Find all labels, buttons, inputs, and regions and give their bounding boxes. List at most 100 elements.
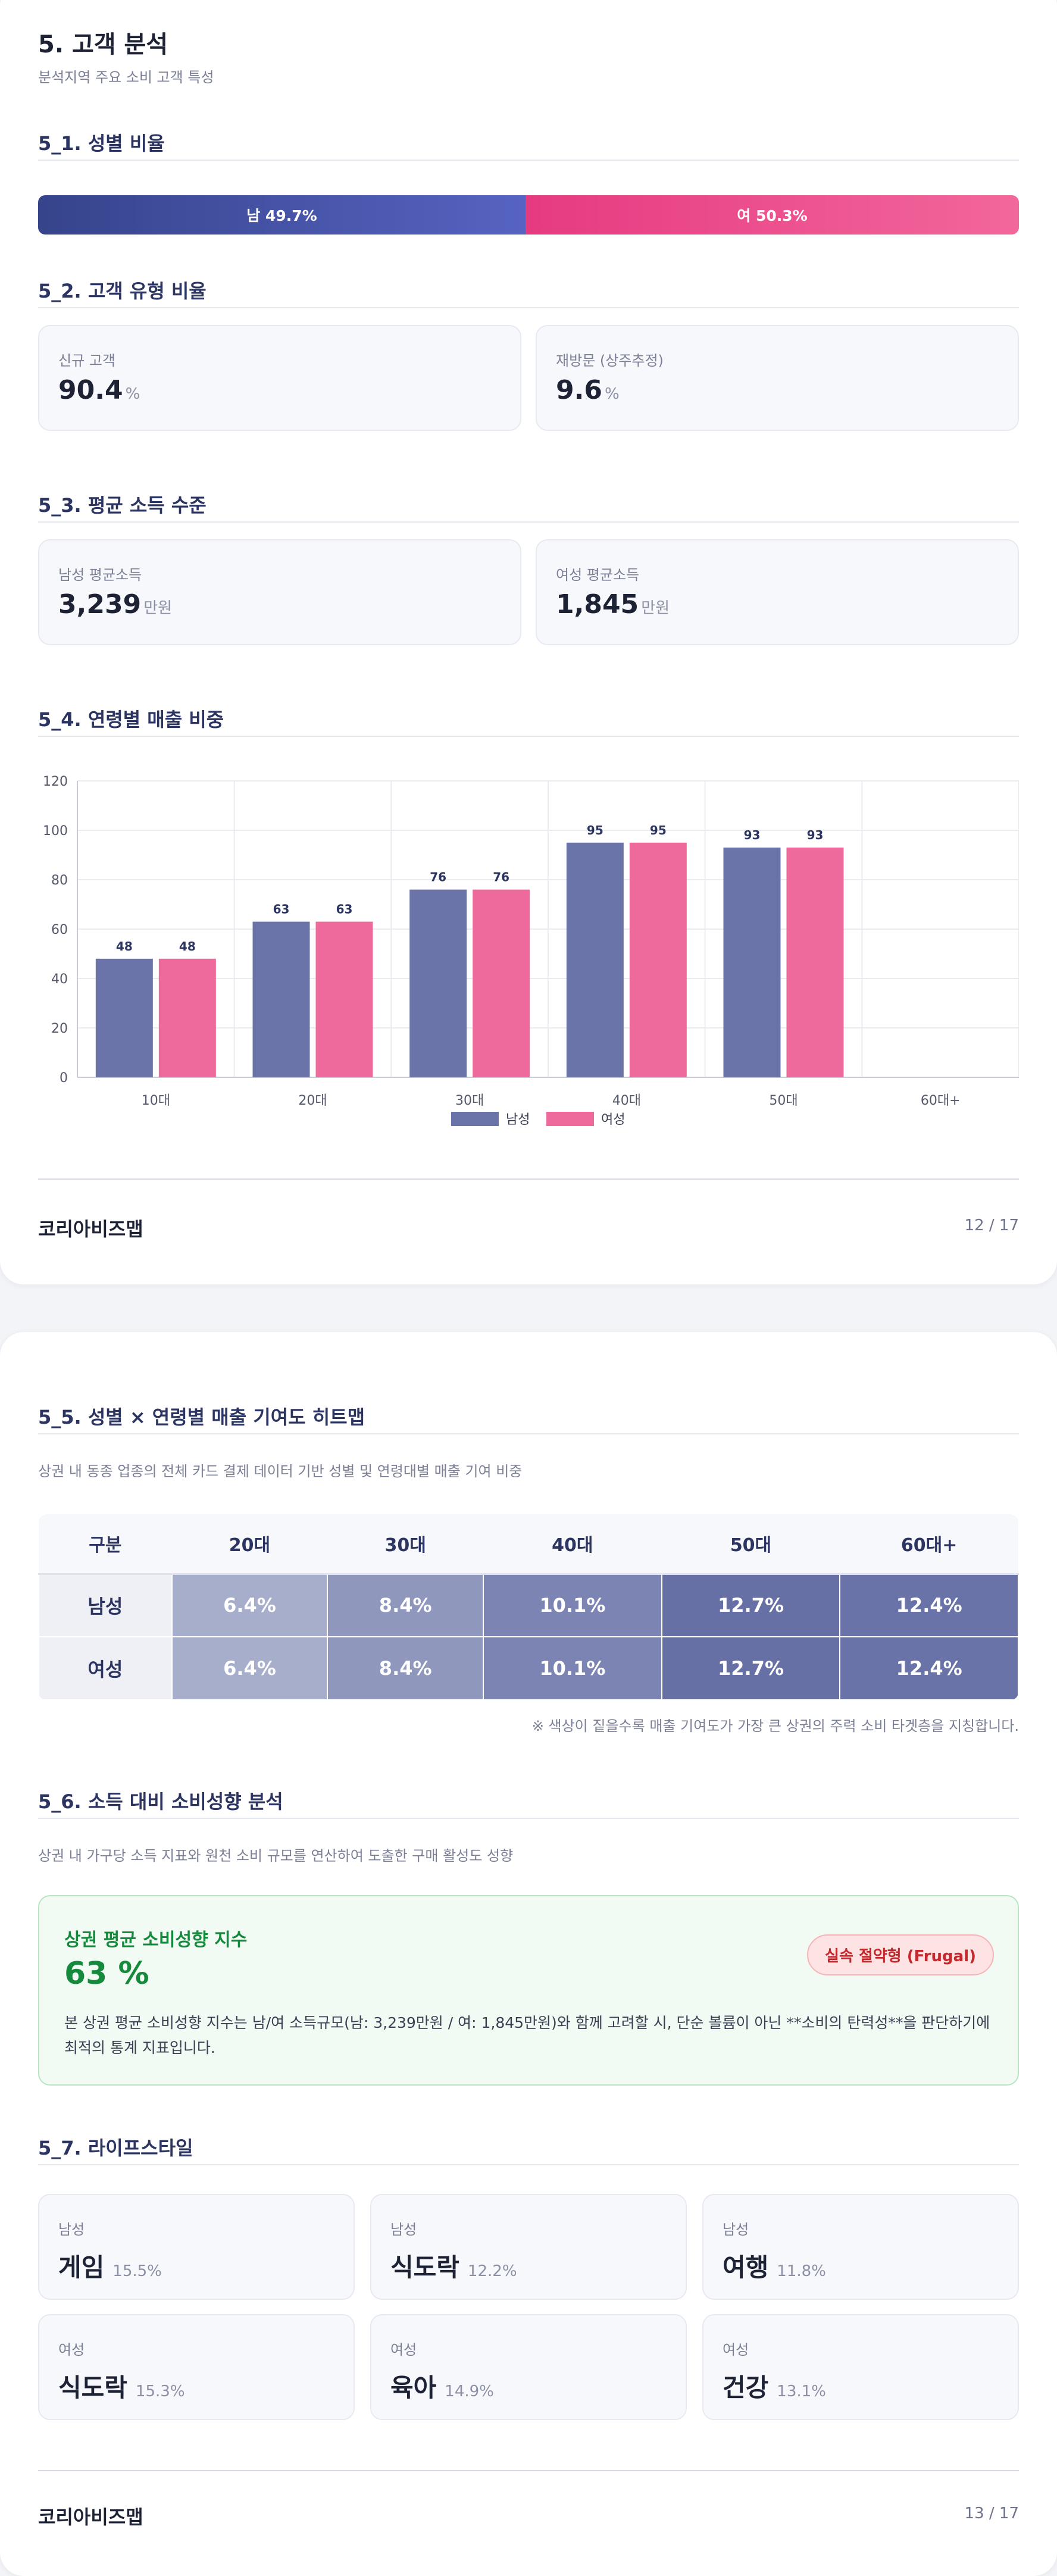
section-divider: [38, 521, 1019, 523]
consumption-description: 상권 내 가구당 소득 지표와 원천 소비 규모를 연산하여 도출한 구매 활성…: [38, 1847, 514, 1864]
report-page-12: 5. 고객 분석 분석지역 주요 소비 고객 특성 5_1. 성별 비율 남 4…: [0, 0, 1057, 1284]
bar-female: [786, 848, 844, 1077]
y-tick-label: 100: [43, 824, 68, 839]
lifestyle-name: 식도락 15.3%: [58, 2368, 185, 2404]
lifestyle-name: 육아 14.9%: [390, 2368, 494, 2404]
lifestyle-percent: 15.3%: [135, 2383, 185, 2400]
y-tick-label: 20: [51, 1021, 68, 1036]
heatmap-cell: 8.4%: [327, 1573, 484, 1637]
section-divider: [38, 2164, 1019, 2165]
male-income-card: 남성 평균소득 3,239 만원: [38, 539, 521, 645]
header-cell: 50대: [661, 1514, 840, 1575]
heatmap-cell: 6.4%: [171, 1636, 329, 1700]
legend-swatch: [546, 1112, 594, 1126]
report-page-13: 5_5. 성별 × 연령별 매출 기여도 히트맵 상권 내 동종 업종의 전체 …: [0, 1332, 1057, 2576]
page-content: 5_5. 성별 × 연령별 매출 기여도 히트맵 상권 내 동종 업종의 전체 …: [38, 1332, 1019, 2558]
x-tick-label: 60대+: [921, 1093, 961, 1108]
legend-label: 여성: [601, 1112, 625, 1127]
header-cell: 40대: [483, 1514, 662, 1575]
section-divider: [38, 1818, 1019, 1819]
lifestyle-percent: 13.1%: [777, 2383, 826, 2400]
legend-swatch: [451, 1112, 499, 1126]
header-cell: 30대: [327, 1514, 484, 1575]
male-income-label: 남성 평균소득: [58, 567, 142, 583]
revisit-customer-label: 재방문 (상주추정): [556, 352, 664, 369]
female-income-value: 1,845 만원: [556, 589, 670, 620]
section-title-heatmap: 5_5. 성별 × 연령별 매출 기여도 히트맵: [38, 1406, 365, 1428]
lifestyle-card: 여성 육아 14.9%: [370, 2314, 687, 2420]
heatmap-cell: 12.4%: [839, 1636, 1019, 1700]
lifestyle-gender: 여성: [58, 2341, 85, 2358]
section-divider: [38, 307, 1019, 308]
bar-value-label: 76: [430, 870, 446, 884]
header-cell: 20대: [171, 1514, 328, 1575]
section-divider: [38, 736, 1019, 737]
footer-brand: 코리아비즈맵: [38, 2506, 143, 2528]
unit: 만원: [641, 599, 670, 617]
section-title-consumption: 5_6. 소득 대비 소비성향 분석: [38, 1790, 283, 1813]
page-number: 13 / 17: [964, 2505, 1019, 2522]
bar-value-label: 93: [744, 828, 761, 842]
bar-value-label: 63: [273, 902, 290, 917]
male-income-value: 3,239 만원: [58, 589, 172, 620]
bar-female: [629, 842, 687, 1077]
bar-value-label: 95: [587, 823, 603, 837]
footer-brand: 코리아비즈맵: [38, 1218, 143, 1240]
male-share-segment: 남 49.7%: [38, 195, 526, 235]
bar-value-label: 76: [493, 870, 509, 884]
new-customer-label: 신규 고객: [58, 352, 115, 369]
bar-value-label: 48: [179, 939, 196, 954]
lifestyle-category: 식도락: [58, 2373, 127, 2402]
bar-value-label: 63: [336, 902, 353, 917]
section-divider: [38, 1433, 1019, 1434]
heatmap-table: 구분 20대 30대 40대 50대 60대+ 남성 6.4% 8.4% 10.…: [38, 1514, 1019, 1700]
lifestyle-category: 건강: [723, 2373, 769, 2402]
revisit-customer-number: 9.6: [556, 375, 602, 405]
new-customer-value: 90.4%: [58, 375, 140, 405]
unit: %: [604, 385, 620, 403]
header-cell: 구분: [39, 1514, 172, 1575]
footer-divider: [38, 2470, 1019, 2471]
bar-value-label: 95: [650, 823, 667, 837]
page-number: 12 / 17: [964, 1217, 1019, 1234]
lifestyle-card: 남성 식도락 12.2%: [370, 2194, 687, 2300]
section-title-customer-type: 5_2. 고객 유형 비율: [38, 280, 207, 302]
heatmap-container: 구분 20대 30대 40대 50대 60대+ 남성 6.4% 8.4% 10.…: [38, 1514, 1019, 1703]
y-tick-label: 0: [60, 1071, 68, 1086]
y-tick-label: 80: [51, 873, 68, 888]
lifestyle-card: 남성 게임 15.5%: [38, 2194, 355, 2300]
bar-female: [315, 921, 373, 1077]
lifestyle-category: 식도락: [390, 2253, 459, 2282]
y-tick-label: 60: [51, 923, 68, 937]
consumption-index-card: 상권 평균 소비성향 지수 63 % 실속 절약형 (Frugal) 본 상권 …: [38, 1895, 1019, 2086]
lifestyle-percent: 14.9%: [445, 2383, 494, 2400]
lifestyle-name: 게임 15.5%: [58, 2247, 162, 2284]
lifestyle-percent: 12.2%: [467, 2262, 517, 2280]
gender-ratio-bar: 남 49.7% 여 50.3%: [38, 195, 1019, 235]
bar-female: [158, 958, 216, 1077]
lifestyle-percent: 11.8%: [777, 2262, 826, 2280]
x-tick-label: 10대: [142, 1093, 170, 1108]
lifestyle-gender: 남성: [723, 2221, 749, 2238]
y-tick-label: 120: [43, 774, 68, 789]
header-cell: 60대+: [840, 1514, 1018, 1575]
bar-male: [566, 842, 624, 1077]
x-tick-label: 40대: [612, 1093, 641, 1108]
section-title-lifestyle: 5_7. 라이프스타일: [38, 2137, 193, 2159]
lifestyle-name: 식도락 12.2%: [390, 2247, 517, 2284]
heatmap-note: ※ 색상이 짙을수록 매출 기여도가 가장 큰 상권의 주력 소비 타겟층을 지…: [531, 1718, 1019, 1734]
lifestyle-gender: 남성: [390, 2221, 417, 2238]
female-income-card: 여성 평균소득 1,845 만원: [536, 539, 1019, 645]
section-title-age-sales: 5_4. 연령별 매출 비중: [38, 708, 224, 731]
lifestyle-name: 여행 11.8%: [723, 2247, 826, 2284]
consumption-explanation: 본 상권 평균 소비성향 지수는 남/여 소득규모(남: 3,239만원 / 여…: [64, 2014, 990, 2056]
new-customer-card: 신규 고객 90.4%: [38, 325, 521, 431]
lifestyle-card: 남성 여행 11.8%: [702, 2194, 1019, 2300]
male-income-number: 3,239: [58, 589, 142, 620]
new-customer-number: 90.4: [58, 375, 123, 405]
lifestyle-name: 건강 13.1%: [723, 2368, 826, 2404]
legend-label: 남성: [506, 1112, 530, 1127]
female-income-number: 1,845: [556, 589, 639, 620]
heatmap-cell: 12.7%: [661, 1573, 841, 1637]
bar-male: [723, 848, 781, 1077]
